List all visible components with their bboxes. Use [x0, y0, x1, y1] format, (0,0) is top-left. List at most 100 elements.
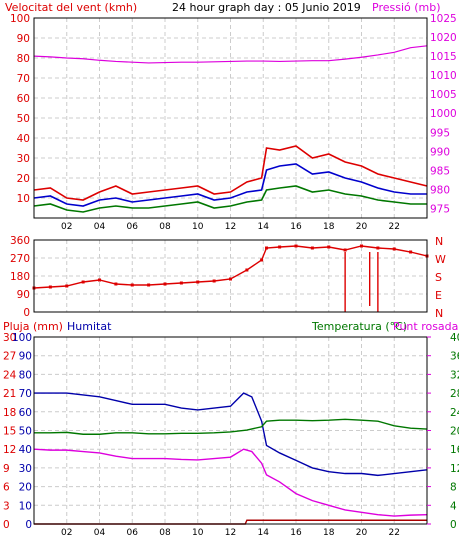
direction-point: [245, 268, 249, 272]
x-tick-label: 12: [225, 222, 236, 232]
rain-tick-label: 30: [3, 332, 16, 344]
right-tick-label: 985: [430, 165, 450, 177]
humidity-tick-label: 80: [19, 369, 32, 381]
left-tick-label: 0: [23, 307, 30, 319]
humidity-tick-label: 100: [12, 332, 32, 344]
series-humitat: [34, 392, 428, 477]
temperature-tick-label: 40: [450, 332, 459, 344]
series-direction: [33, 245, 428, 289]
series-pressure: [33, 45, 428, 64]
temperature-tick-label: 28: [450, 388, 459, 400]
direction-point: [409, 250, 413, 254]
temperature-tick-label: 16: [450, 444, 459, 456]
x-tick-label: 22: [389, 528, 400, 538]
right-tick-label: 990: [430, 146, 450, 158]
humidity-temperature-panel: 0369121518212427300102030405060708090100…: [3, 332, 459, 538]
x-tick-label: 10: [192, 528, 204, 538]
x-tick-label: 22: [389, 222, 400, 232]
left-tick-label: 30: [17, 153, 30, 165]
direction-point: [163, 282, 167, 286]
x-tick-label: 02: [61, 528, 72, 538]
humidity-tick-label: 70: [19, 388, 32, 400]
temperature-tick-label: 20: [450, 426, 459, 438]
temperature-tick-label: 8: [450, 482, 457, 494]
direction-point: [310, 246, 314, 250]
humidity-label: Humitat: [67, 320, 112, 333]
series-average: [33, 163, 427, 207]
direction-point: [278, 245, 282, 249]
x-tick-label: 04: [94, 528, 106, 538]
x-tick-label: 18: [323, 222, 335, 232]
series-punt_rosada: [33, 448, 428, 517]
right-tick-label: 975: [430, 203, 450, 215]
x-tick-label: 20: [356, 528, 368, 538]
right-tick-label: 1000: [430, 108, 457, 120]
x-tick-label: 14: [258, 222, 270, 232]
right-tick-label: 1025: [430, 13, 457, 25]
left-tick-label: 50: [17, 113, 30, 125]
left-tick-label: 60: [17, 93, 30, 105]
rain-tick-label: 12: [3, 444, 16, 456]
left-tick-label: 180: [10, 271, 30, 283]
humidity-tick-label: 0: [25, 519, 32, 531]
x-tick-label: 14: [258, 528, 270, 538]
compass-label: S: [435, 271, 442, 284]
compass-label: E: [435, 289, 442, 302]
left-tick-label: 40: [17, 133, 30, 145]
x-tick-label: 06: [127, 222, 139, 232]
left-tick-label: 10: [17, 193, 30, 205]
rain-tick-label: 27: [3, 351, 16, 363]
x-tick-label: 02: [61, 222, 72, 232]
humidity-tick-label: 40: [19, 444, 32, 456]
right-tick-label: 1020: [430, 32, 457, 44]
left-tick-label: 20: [17, 173, 30, 185]
graph-title: 24 hour graph day : 05 Junio 2019: [172, 1, 361, 14]
humidity-tick-label: 20: [19, 482, 32, 494]
x-tick-label: 16: [290, 528, 302, 538]
temperature-tick-label: 36: [450, 351, 459, 363]
direction-point: [212, 279, 216, 283]
right-tick-label: 1010: [430, 70, 457, 82]
direction-point: [327, 245, 331, 249]
left-tick-label: 360: [10, 235, 30, 247]
direction-point: [48, 285, 52, 289]
direction-point: [260, 258, 264, 262]
direction-point: [98, 278, 101, 282]
humidity-tick-label: 50: [19, 426, 32, 438]
rain-tick-label: 9: [3, 463, 10, 475]
series-speed: [33, 185, 427, 213]
panel-frame: [33, 17, 428, 219]
rain-tick-label: 24: [3, 369, 17, 381]
left-tick-label: 270: [10, 253, 30, 265]
temperature-tick-label: 24: [450, 407, 459, 419]
direction-point: [81, 280, 85, 284]
direction-point: [360, 244, 363, 248]
temperature-tick-label: 12: [450, 463, 459, 475]
left-tick-label: 80: [17, 53, 30, 65]
direction-point: [392, 247, 396, 251]
direction-point: [196, 280, 200, 284]
x-tick-label: 20: [356, 222, 368, 232]
x-tick-label: 18: [323, 528, 335, 538]
compass-label: W: [435, 253, 446, 266]
direction-point: [179, 281, 183, 285]
temperature-tick-label: 32: [450, 369, 459, 381]
direction-point: [265, 246, 269, 250]
rain-tick-label: 21: [3, 388, 16, 400]
dewpoint-label: Punt rosada: [393, 320, 458, 333]
humidity-tick-label: 90: [19, 351, 32, 363]
direction-point: [343, 248, 347, 252]
direction-point: [147, 283, 151, 287]
direction-point: [376, 246, 380, 250]
temperature-tick-label: 4: [450, 500, 457, 512]
x-tick-label: 10: [192, 222, 204, 232]
humidity-tick-label: 30: [19, 463, 32, 475]
direction-point: [114, 282, 118, 286]
rain-tick-label: 15: [3, 426, 16, 438]
x-tick-label: 08: [159, 222, 171, 232]
x-tick-label: 08: [159, 528, 171, 538]
